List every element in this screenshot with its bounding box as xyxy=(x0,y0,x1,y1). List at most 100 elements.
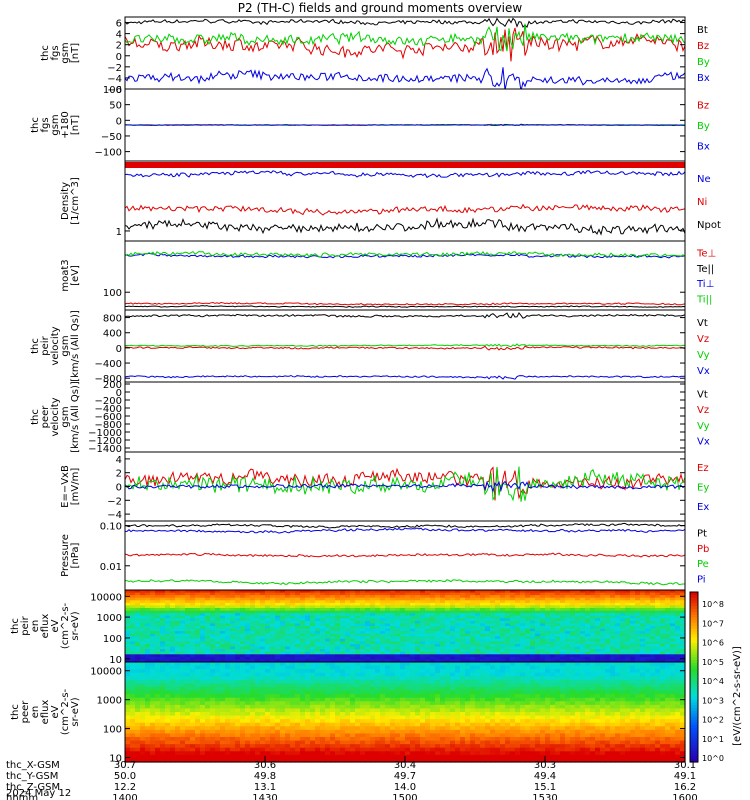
x-tick-label: 12.2 xyxy=(114,782,136,793)
legend-vz: Vz xyxy=(697,334,709,345)
y-tick-label: 50 xyxy=(109,101,122,112)
panel-peer_spectrogram: thc peer en eflux eV (cm^2-s-sr-eV) 10000 1000 1… xyxy=(10,661,686,765)
series-pi xyxy=(125,527,685,534)
legend-npot: Npot xyxy=(697,220,721,231)
legend-pb: Pb xyxy=(697,544,709,555)
series-bx xyxy=(125,67,685,89)
x-tick-label: 30.3 xyxy=(534,760,556,771)
panel-efield: E=−VxB [mV/m] 4 2 0 −2 −4 Ez Ey Ex xyxy=(60,451,709,522)
colorbar-tick-label: 10^1 xyxy=(702,735,724,744)
y-axis-label: thc xyxy=(40,45,51,61)
series-bz xyxy=(125,27,685,62)
y-tick-label: −400 xyxy=(95,404,122,415)
x-tick-label: 1500 xyxy=(392,793,417,800)
y-tick-label: −1000 xyxy=(88,428,122,439)
panel-density: Density [1/cm^3] 1 Ne Ni Npot xyxy=(60,160,721,242)
date-label: 2024 May 12 xyxy=(6,788,71,799)
series-by xyxy=(125,23,685,52)
legend-ti: Ti⊥ xyxy=(696,279,714,290)
y-tick-label: 400 xyxy=(103,329,122,340)
y-tick-label: −4 xyxy=(107,74,122,85)
y-axis-label: eflux xyxy=(40,700,51,725)
legend-ey: Ey xyxy=(697,483,709,494)
y-axis-label: [1/cm^3] xyxy=(70,177,81,225)
colorbar-tick-label: 10^5 xyxy=(702,658,724,667)
y-axis-label: gsm xyxy=(60,406,71,427)
legend-te: Te|| xyxy=(696,264,714,275)
y-tick-label: −400 xyxy=(95,359,122,370)
legend-bx: Bx xyxy=(697,73,710,84)
y-axis-label: eV xyxy=(50,705,61,718)
y-axis-label: fgs xyxy=(40,117,51,132)
series-bx xyxy=(125,123,685,127)
y-axis-label: [nT] xyxy=(70,43,81,63)
panel-frame xyxy=(124,240,686,311)
series-pb xyxy=(125,552,685,558)
y-axis-label: [eV] xyxy=(70,265,81,286)
y-axis-label: moat3 xyxy=(60,259,71,291)
series-vy xyxy=(125,343,685,348)
y-axis-label: en xyxy=(30,706,41,719)
x-tick-label: 49.8 xyxy=(254,771,276,782)
y-tick-label: 2 xyxy=(116,41,122,52)
x-tick-label: 30.4 xyxy=(394,760,416,771)
colorbar-tick-label: 10^7 xyxy=(702,619,724,628)
plot-title: P2 (TH-C) fields and ground moments over… xyxy=(238,1,523,15)
panel-fgs_gsm_fixed: thc fgs gsm +180 [nT] 100 50 0 −50 −100 Bz By Bx xyxy=(30,85,710,162)
y-tick-label: −50 xyxy=(101,132,122,143)
y-axis-label: [mV/m] xyxy=(70,468,81,506)
y-axis-label: Density xyxy=(60,182,71,220)
series-ey xyxy=(125,466,685,502)
x-tick-label: 1530 xyxy=(532,793,557,800)
x-tick-label: 50.0 xyxy=(114,771,136,782)
panel-peir_velocity: thc peir velocity gsm [km/s (All Qs)] 800 400 0… xyxy=(30,309,710,385)
density-band xyxy=(125,162,685,168)
x-row-label: thc_Z-GSM xyxy=(6,782,60,793)
y-axis-label: thc xyxy=(30,117,41,133)
y-tick-label: 10 xyxy=(109,754,122,765)
legend-pe: Pe xyxy=(697,559,709,570)
legend-pi: Pi xyxy=(697,575,706,586)
x-tick-label: 30.1 xyxy=(674,760,696,771)
x-tick-label: 49.1 xyxy=(674,771,696,782)
y-axis-label: eV xyxy=(50,619,61,632)
series-pt xyxy=(125,522,685,529)
y-axis-label: gsm xyxy=(50,114,61,135)
y-tick-label: 0.01 xyxy=(100,562,122,573)
y-tick-label: 0.10 xyxy=(100,522,122,533)
y-tick-label: 200 xyxy=(103,380,122,391)
y-tick-label: 10 xyxy=(109,655,122,666)
legend-ez: Ez xyxy=(697,463,709,474)
y-axis-label: eflux xyxy=(40,614,51,639)
y-tick-label: −800 xyxy=(95,420,122,431)
legend-vy: Vy xyxy=(697,350,710,361)
legend-vx: Vx xyxy=(697,436,710,447)
series-te xyxy=(125,301,685,306)
y-axis-label: [km/s (All Qs)] xyxy=(70,381,81,453)
y-tick-label: 0 xyxy=(116,388,122,399)
x-row-label: hhmm xyxy=(6,793,38,800)
y-tick-label: 1000 xyxy=(97,613,122,624)
y-axis-label: thc xyxy=(10,704,21,720)
series-vt xyxy=(125,311,685,319)
legend-vy: Vy xyxy=(697,421,710,432)
legend-by: By xyxy=(697,121,710,132)
legend-te: Te⊥ xyxy=(696,249,716,260)
y-tick-label: 10000 xyxy=(90,592,122,603)
series-pe xyxy=(125,579,685,586)
series-vx xyxy=(125,374,685,380)
y-tick-label: −200 xyxy=(95,396,122,407)
y-tick-label: 0 xyxy=(116,52,122,63)
series-ez xyxy=(125,466,685,501)
y-tick-label: −800 xyxy=(95,374,122,385)
y-tick-label: −6 xyxy=(107,85,122,96)
y-tick-label: 4 xyxy=(116,455,122,466)
x-tick-label: 30.7 xyxy=(114,760,136,771)
y-tick-label: 0 xyxy=(116,116,122,127)
series-ex xyxy=(125,480,685,493)
x-tick-label: 16.2 xyxy=(674,782,696,793)
y-axis-label: fgs xyxy=(50,45,61,60)
y-tick-label: 4 xyxy=(116,30,122,41)
x-tick-label: 1400 xyxy=(112,793,137,800)
